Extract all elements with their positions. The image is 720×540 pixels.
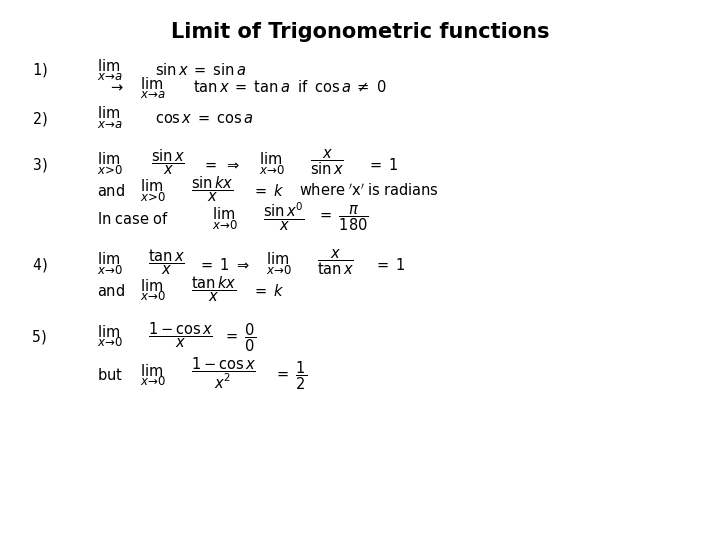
Text: 5): 5): [32, 330, 50, 345]
Text: 4): 4): [32, 257, 50, 272]
Text: $x\!\rightarrow\! 0$: $x\!\rightarrow\! 0$: [140, 375, 167, 388]
Text: $x \!>\! 0$: $x \!>\! 0$: [140, 191, 167, 204]
Text: $\mathrm{sin}\, x \;=\; \mathrm{sin}\, a$: $\mathrm{sin}\, x \;=\; \mathrm{sin}\, a…: [155, 62, 246, 78]
Text: $=\; k$: $=\; k$: [252, 282, 285, 299]
Text: $\mathrm{lim}$: $\mathrm{lim}$: [259, 151, 282, 167]
Text: $x \!>\! 0$: $x \!>\! 0$: [97, 164, 124, 177]
Text: $\dfrac{x}{\mathrm{tan}\, x}$: $\dfrac{x}{\mathrm{tan}\, x}$: [317, 247, 354, 276]
Text: $\dfrac{\mathrm{sin}\, x^0}{x}$: $\dfrac{\mathrm{sin}\, x^0}{x}$: [263, 201, 305, 233]
Text: 3): 3): [32, 157, 50, 172]
Text: $x\!\rightarrow\! 0$: $x\!\rightarrow\! 0$: [266, 264, 293, 276]
Text: $\mathrm{lim}$: $\mathrm{lim}$: [97, 58, 120, 74]
Text: $\dfrac{\mathrm{sin}\, kx}{x}$: $\dfrac{\mathrm{sin}\, kx}{x}$: [191, 174, 233, 204]
Text: $x\!\rightarrow\! a$: $x\!\rightarrow\! a$: [140, 88, 167, 101]
Text: $\mathrm{where \; 'x' \; is \; radians}$: $\mathrm{where \; 'x' \; is \; radians}$: [299, 183, 438, 199]
Text: $x\!\rightarrow\! 0$: $x\!\rightarrow\! 0$: [97, 336, 124, 349]
Text: $=\; \dfrac{0}{0}$: $=\; \dfrac{0}{0}$: [223, 321, 256, 354]
Text: $\mathrm{lim}$: $\mathrm{lim}$: [140, 178, 163, 194]
Text: $x\!\rightarrow\! 0$: $x\!\rightarrow\! 0$: [259, 164, 286, 177]
Text: $=\; 1$: $=\; 1$: [367, 157, 399, 173]
Text: $x\!\rightarrow\! a$: $x\!\rightarrow\! a$: [97, 118, 124, 131]
Text: $\dfrac{\mathrm{sin}\, x}{x}$: $\dfrac{\mathrm{sin}\, x}{x}$: [151, 147, 185, 177]
Text: $\mathrm{lim}$: $\mathrm{lim}$: [97, 324, 120, 340]
Text: Limit of Trigonometric functions: Limit of Trigonometric functions: [171, 22, 549, 42]
Text: $\dfrac{\mathrm{tan}\, x}{x}$: $\dfrac{\mathrm{tan}\, x}{x}$: [148, 247, 185, 276]
Text: $=\; 1$: $=\; 1$: [374, 256, 406, 273]
Text: $\mathrm{and}$: $\mathrm{and}$: [97, 282, 125, 299]
Text: 1): 1): [32, 63, 50, 78]
Text: $=\; \dfrac{1}{2}$: $=\; \dfrac{1}{2}$: [274, 359, 307, 392]
Text: $\mathrm{lim}$: $\mathrm{lim}$: [97, 151, 120, 167]
Text: $\dfrac{1 - \mathrm{cos}\, x}{x}$: $\dfrac{1 - \mathrm{cos}\, x}{x}$: [148, 320, 212, 349]
Text: $\rightarrow$: $\rightarrow$: [108, 80, 125, 94]
Text: $\dfrac{1 - \mathrm{cos}\, x}{x^2}$: $\dfrac{1 - \mathrm{cos}\, x}{x^2}$: [191, 356, 256, 392]
Text: 2): 2): [32, 111, 50, 126]
Text: $=\; 1 \;\Rightarrow$: $=\; 1 \;\Rightarrow$: [198, 256, 250, 273]
Text: $= \;\Rightarrow$: $= \;\Rightarrow$: [202, 158, 240, 172]
Text: $\mathrm{but}$: $\mathrm{but}$: [97, 367, 123, 383]
Text: $\mathrm{lim}$: $\mathrm{lim}$: [97, 105, 120, 122]
Text: $x\!\rightarrow\! 0$: $x\!\rightarrow\! 0$: [212, 219, 239, 232]
Text: $\mathrm{lim}$: $\mathrm{lim}$: [140, 363, 163, 379]
Text: $\mathrm{In \; case \; of}$: $\mathrm{In \; case \; of}$: [97, 211, 168, 227]
Text: $\mathrm{lim}$: $\mathrm{lim}$: [212, 206, 235, 222]
Text: $\mathrm{lim}$: $\mathrm{lim}$: [140, 76, 163, 92]
Text: $\mathrm{lim}$: $\mathrm{lim}$: [97, 251, 120, 267]
Text: $\mathrm{tan}\, x \;=\; \mathrm{tan}\, a \;\; \mathrm{if} \;\; \mathrm{cos}\, a : $\mathrm{tan}\, x \;=\; \mathrm{tan}\, a…: [193, 79, 387, 96]
Text: $=\; k$: $=\; k$: [252, 183, 285, 199]
Text: $\dfrac{\mathrm{tan}\, kx}{x}$: $\dfrac{\mathrm{tan}\, kx}{x}$: [191, 274, 236, 303]
Text: $\mathrm{lim}$: $\mathrm{lim}$: [140, 278, 163, 294]
Text: $=\; \dfrac{\pi}{180}$: $=\; \dfrac{\pi}{180}$: [317, 204, 369, 233]
Text: $x\!\rightarrow\! a$: $x\!\rightarrow\! a$: [97, 70, 124, 83]
Text: $x\!\rightarrow\! 0$: $x\!\rightarrow\! 0$: [140, 291, 167, 303]
Text: $\mathrm{lim}$: $\mathrm{lim}$: [266, 251, 289, 267]
Text: $\mathrm{and}$: $\mathrm{and}$: [97, 183, 125, 199]
Text: $\mathrm{cos}\, x \;=\; \mathrm{cos}\, a$: $\mathrm{cos}\, x \;=\; \mathrm{cos}\, a…: [155, 112, 253, 126]
Text: $x\!\rightarrow\! 0$: $x\!\rightarrow\! 0$: [97, 264, 124, 276]
Text: $\dfrac{x}{\mathrm{sin}\, x}$: $\dfrac{x}{\mathrm{sin}\, x}$: [310, 147, 343, 177]
